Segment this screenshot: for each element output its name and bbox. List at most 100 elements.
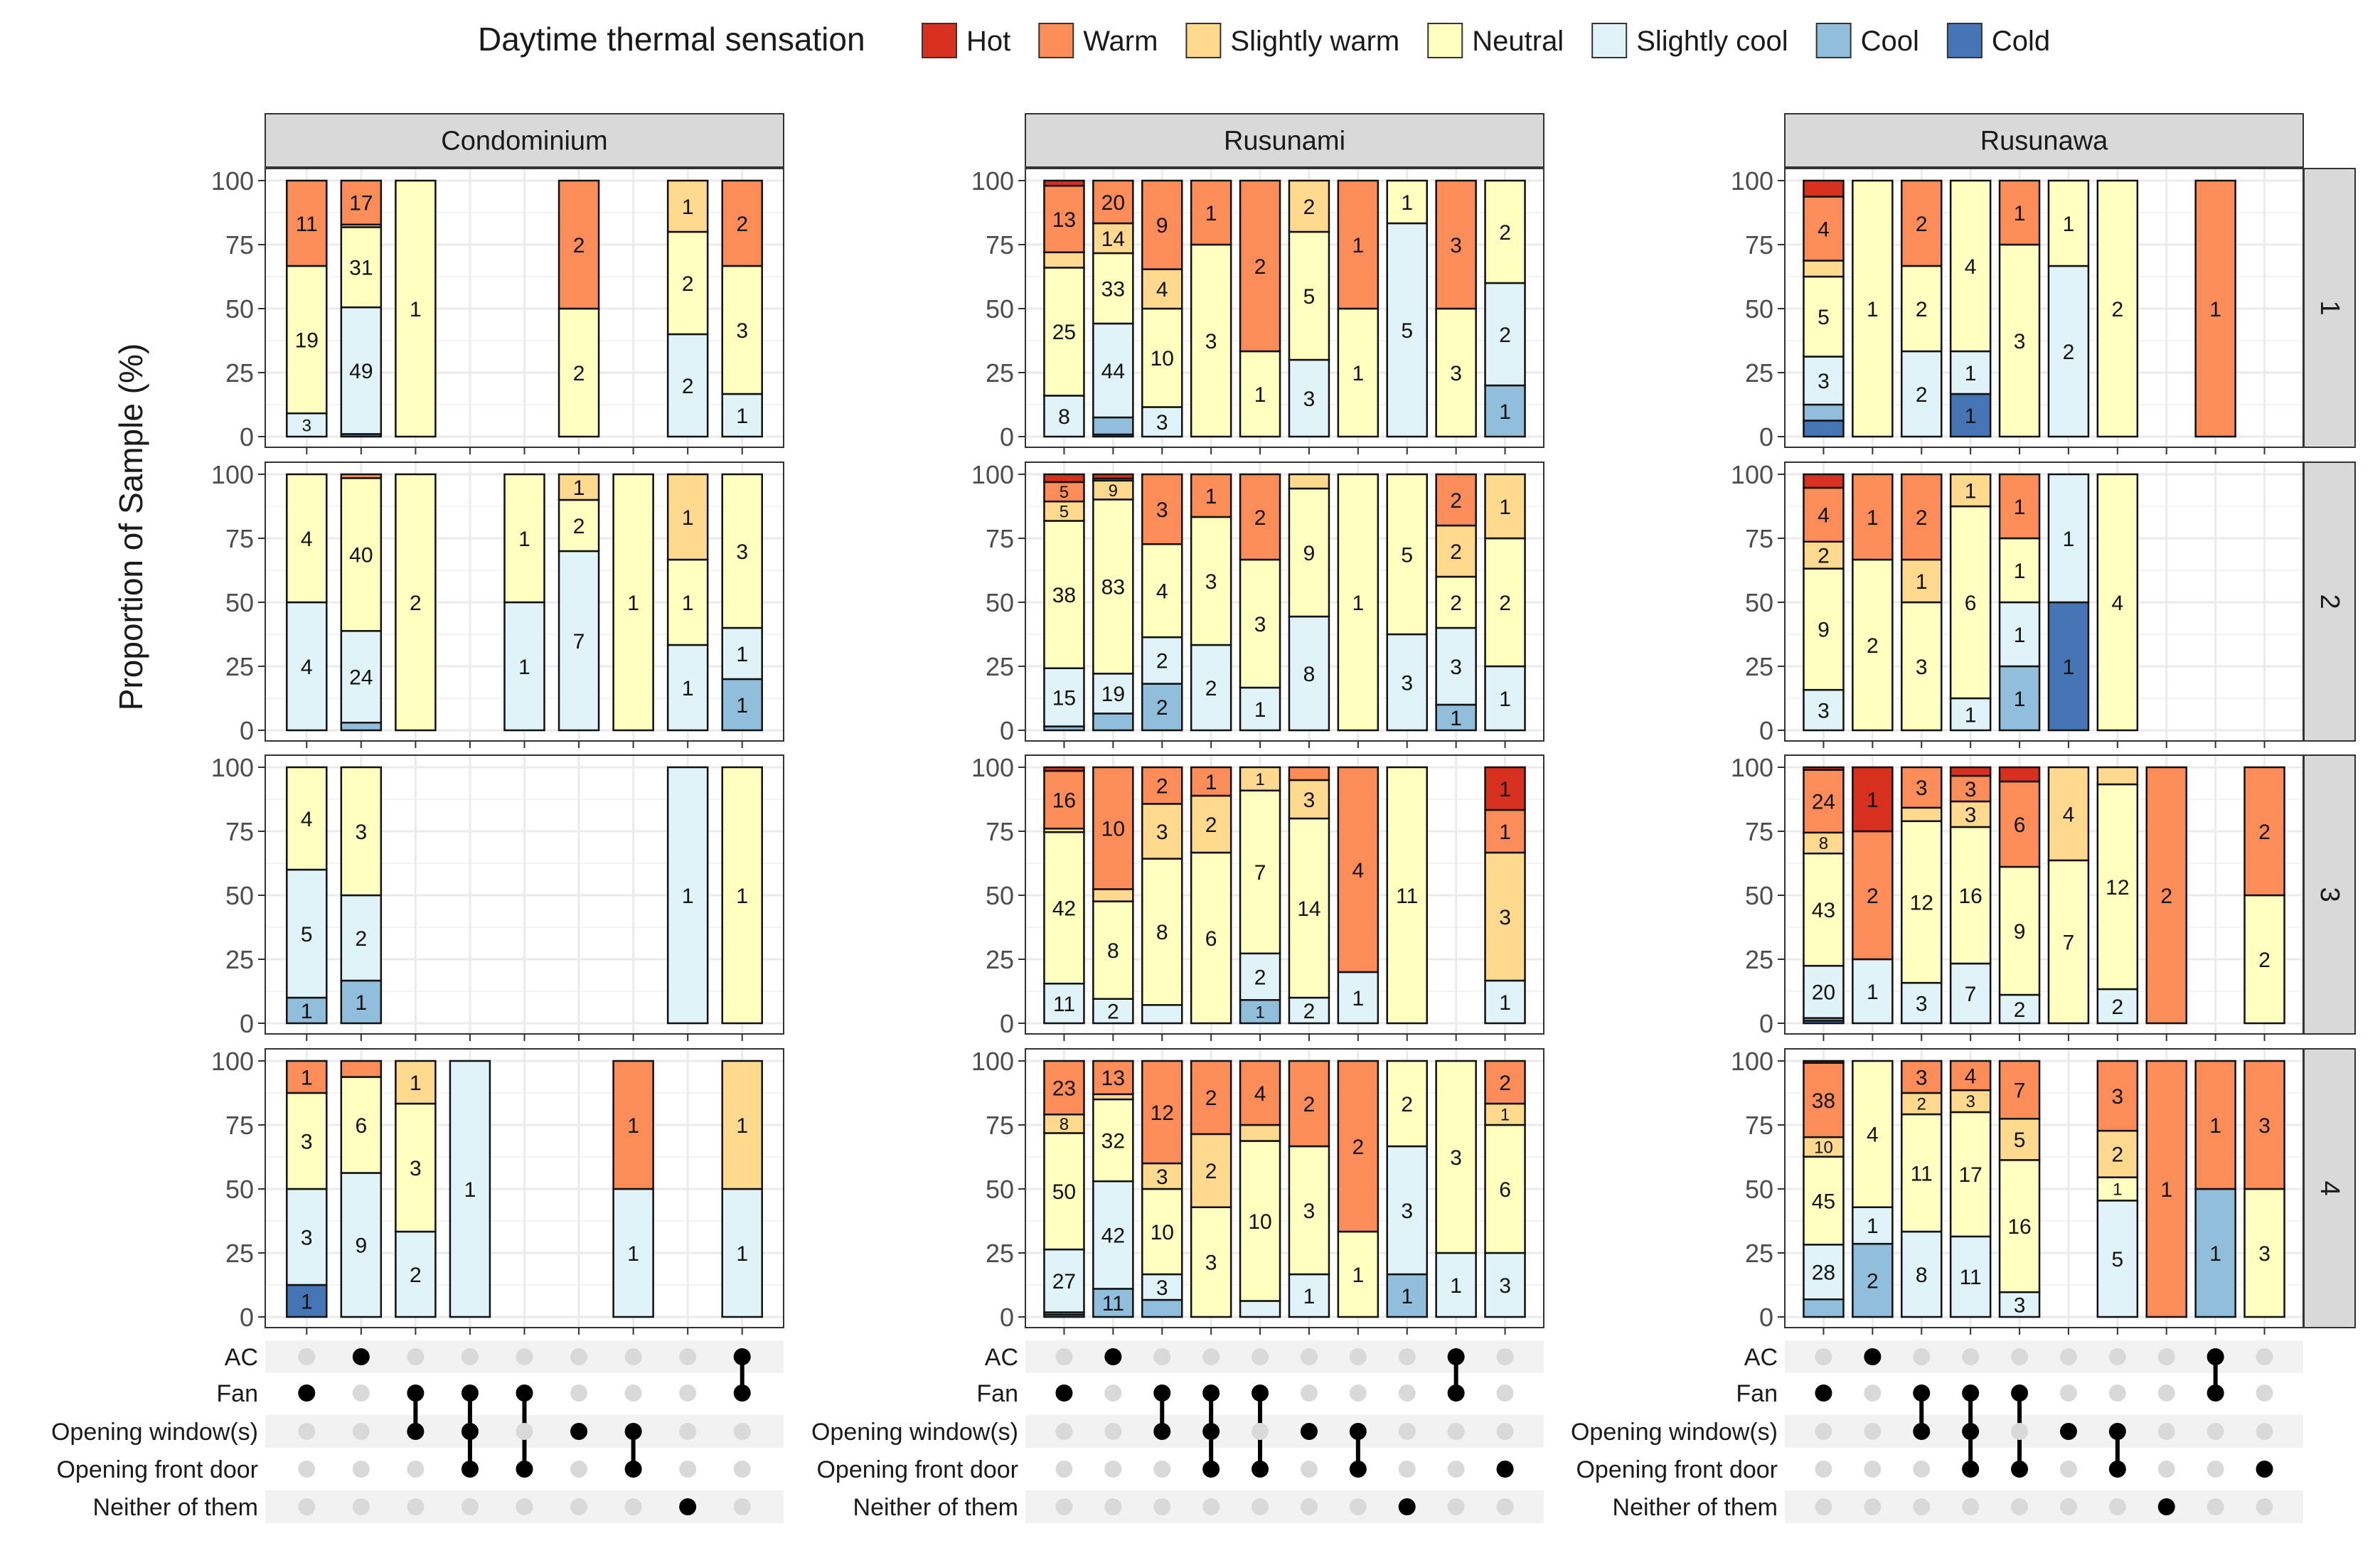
bar-segment-label: 1 [1499, 496, 1511, 519]
bar-segment-warm [1239, 473, 1281, 561]
bar-rusunawa-2-1: 3 9 2 4 [1803, 473, 1845, 732]
bar-rusunami-1-3: 3 10 4 9 [1141, 179, 1183, 438]
bar-segment-warm [1092, 179, 1134, 225]
bar-rusunawa-3-3: 3 12 3 [1901, 766, 1943, 1025]
bar-segment-slightly-warm [1803, 260, 1845, 278]
bar-condominium-2-2: 24 40 [340, 473, 383, 732]
upset-dot-empty [1300, 1348, 1318, 1365]
bar-segment-cool [1852, 1242, 1894, 1318]
bar-segment-slightly-cool [666, 333, 709, 438]
y-axis-label: Proportion of Sample (%) [112, 343, 149, 710]
bar-segment-slightly-cool [1141, 636, 1183, 685]
upset-dot-empty [1055, 1348, 1073, 1365]
y-tick-label: 0 [1759, 1009, 1773, 1038]
y-tick-label: 50 [1745, 294, 1773, 324]
bar-segment-label: 1 [2014, 496, 2026, 519]
bar-segment-label: 6 [1205, 927, 1217, 951]
upset-dot-empty [570, 1348, 588, 1365]
upset-dot-empty [1496, 1423, 1514, 1440]
bar-segment-slightly-warm [1092, 222, 1134, 255]
bar-segment-label: 3 [1156, 821, 1168, 844]
bar-segment-slightly-warm [1288, 779, 1330, 820]
upset-dot-empty [1398, 1348, 1416, 1365]
bar-segment-neutral [2047, 859, 2090, 1025]
upset-set-label: Fan [1736, 1380, 1778, 1407]
upset-dot-filled [1447, 1348, 1465, 1365]
upset-dot-empty [1349, 1498, 1367, 1515]
bar-segment-label: 3 [410, 1157, 422, 1180]
bar-segment-warm [1141, 179, 1183, 270]
bar-segment-slightly-cool [1043, 395, 1085, 438]
bar-segment-slightly-cool [340, 630, 383, 724]
upset-dot-empty [407, 1461, 425, 1478]
legend-swatch [922, 23, 957, 58]
bar-segment-label: 1 [1205, 202, 1217, 225]
upset-set-label: Opening front door [1576, 1456, 1778, 1483]
bar-segment-label: 50 [1052, 1180, 1076, 1204]
bar-segment-label: 1 [682, 677, 694, 700]
bar-segment-slightly-cool [1484, 1252, 1526, 1318]
bar-segment-label: 12 [2106, 876, 2129, 900]
bar-segment-label: 3 [1401, 671, 1413, 695]
y-tick-label: 100 [1731, 460, 1773, 489]
bar-segment-label: 1 [1352, 1264, 1365, 1287]
upset-dot-empty [1815, 1423, 1832, 1440]
upset-dot-empty [624, 1498, 642, 1515]
bar-segment-label: 3 [2014, 330, 2026, 353]
bar-segment-warm [1852, 830, 1894, 961]
bar-segment-label: 6 [1965, 592, 1977, 615]
bar-segment-cool [1141, 683, 1183, 732]
upset-dot-empty [733, 1461, 751, 1478]
bar-segment-label: 23 [1052, 1077, 1076, 1100]
bar-segment-label: 3 [1499, 1274, 1511, 1298]
upset-dot-empty [1913, 1498, 1931, 1515]
bar-rusunami-2-6: 89 [1288, 473, 1330, 732]
upset-dot-empty [352, 1384, 370, 1402]
bar-segment-label: 17 [1958, 1163, 1982, 1187]
upset-dot-empty [2011, 1498, 2029, 1515]
bar-segment-slightly-cool [721, 626, 763, 681]
bar-segment-label: 2 [1254, 966, 1266, 989]
bar-segment-label: 1 [573, 476, 585, 500]
bar-segment-label: 2 [1916, 506, 1928, 530]
upset-dot-filled [2059, 1423, 2077, 1440]
bar-rusunawa-1-7: 2 [2096, 179, 2139, 438]
bar-segment-warm [1141, 1060, 1183, 1165]
bar-segment-neutral [1288, 1145, 1330, 1276]
bar-rusunawa-3-10: 22 [2243, 766, 2285, 1025]
bar-segment-neutral [286, 1092, 328, 1190]
bar-segment-slightly-cool [1901, 1230, 1943, 1318]
bar-segment-slightly-cool [1239, 1300, 1281, 1318]
upset-dot-filled [1962, 1461, 1980, 1478]
upset-set-label: Neither of them [853, 1494, 1018, 1521]
column-strip-rusunawa: Rusunawa [1784, 113, 2304, 168]
bar-segment-warm [1803, 196, 1845, 262]
bar-segment-hot [1949, 766, 1992, 777]
bar-segment-hot [1043, 473, 1085, 484]
upset-dot-empty [1447, 1461, 1465, 1478]
upset-dot-filled [1104, 1348, 1122, 1365]
bar-segment-label: 2 [1499, 1072, 1511, 1095]
bar-segment-warm [1190, 179, 1232, 246]
bar-rusunawa-3-5: 2 9 6 [1998, 766, 2041, 1025]
upset-dot-filled [1153, 1384, 1171, 1402]
bar-rusunami-1-6: 3 5 2 [1288, 179, 1330, 438]
bar-segment-label: 25 [1052, 321, 1076, 344]
bar-segment-label: 14 [1297, 897, 1320, 921]
bar-segment-slightly-warm [395, 1060, 437, 1105]
bar-segment-label: 1 [627, 1114, 639, 1138]
bar-segment-warm [1239, 179, 1281, 353]
bar-segment-label: 9 [1303, 542, 1316, 565]
bar-segment-label: 6 [1499, 1178, 1511, 1202]
bar-segment-slightly-cool [1901, 350, 1943, 438]
bar-segment-label: 1 [1499, 991, 1511, 1015]
y-tick-label: 25 [225, 945, 254, 974]
bar-segment-label: 5 [1060, 483, 1069, 502]
upset-set-label: Neither of them [1613, 1494, 1778, 1521]
upset-dot-filled [298, 1384, 316, 1402]
upset-dot-empty [1055, 1461, 1073, 1478]
bar-rusunami-1-5: 12 [1239, 179, 1281, 438]
bar-segment-warm [612, 1060, 654, 1190]
legend-label: Warm [1083, 26, 1158, 57]
bar-segment-label: 19 [1101, 683, 1125, 706]
